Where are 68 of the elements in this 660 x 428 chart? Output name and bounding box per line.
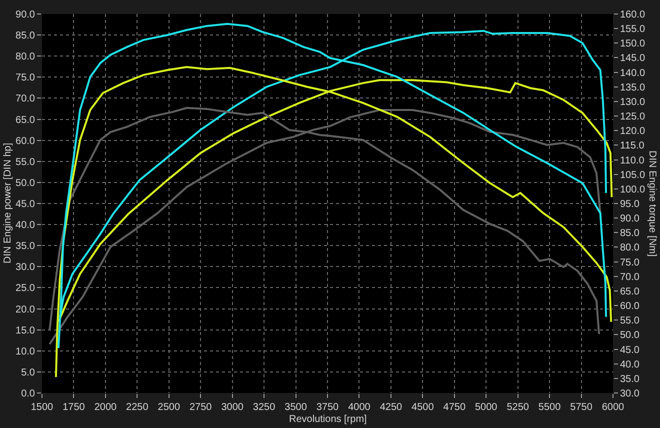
y2-tick-label: 50.0 (620, 330, 640, 342)
y2-tick-label: 75.0 (620, 257, 640, 268)
x-tick-label: 2000 (94, 402, 117, 413)
x-tick-label: 1500 (30, 402, 54, 413)
y2-tick-label: 155.0 (620, 24, 646, 36)
y-tick-label: 30.0 (16, 262, 36, 274)
y2-axis-title: DIN Engine torque [Nm] (646, 150, 658, 257)
x-tick-label: 3250 (252, 402, 276, 413)
x-tick-label: 4000 (348, 402, 371, 413)
y-tick-label: 90.0 (16, 10, 36, 20)
y2-tick-label: 100.0 (620, 184, 646, 196)
y2-tick-label: 90.0 (620, 214, 640, 225)
y2-tick-label: 35.0 (620, 374, 640, 385)
y-tick-label: 65.0 (16, 114, 36, 126)
y2-tick-label: 145.0 (620, 53, 646, 64)
y2-tick-label: 125.0 (620, 112, 646, 123)
x-tick-label: 2500 (158, 402, 180, 413)
x-tick-label: 3000 (221, 402, 244, 413)
x-tick-label: 2250 (126, 402, 149, 413)
y2-tick-label: 115.0 (620, 140, 645, 152)
y2-tick-label: 160.0 (620, 10, 646, 20)
y2-tick-label: 95.0 (620, 199, 640, 210)
y-tick-label: 55.0 (16, 156, 36, 168)
y2-tick-label: 70.0 (620, 272, 640, 283)
y-tick-label: 10.0 (16, 346, 36, 358)
x-tick-label: 4250 (380, 402, 402, 413)
y2-tick-label: 105.0 (620, 170, 646, 181)
x-tick-label: 6000 (602, 402, 625, 413)
y-tick-label: 80.0 (16, 52, 36, 63)
x-tick-label: 5750 (570, 402, 593, 413)
y2-tick-label: 120.0 (620, 126, 646, 138)
y-tick-label: 0.0 (21, 388, 36, 400)
y2-tick-label: 80.0 (620, 242, 640, 254)
y-tick-label: 60.0 (16, 136, 36, 147)
y2-tick-label: 30.0 (620, 388, 640, 400)
y2-tick-label: 40.0 (620, 359, 640, 370)
x-tick-label: 5000 (474, 402, 498, 413)
y2-tick-label: 85.0 (620, 228, 640, 240)
y-tick-label: 15.0 (16, 325, 36, 336)
x-tick-label: 2750 (189, 402, 212, 413)
y-tick-label: 45.0 (16, 199, 36, 210)
y2-tick-label: 45.0 (620, 344, 640, 356)
x-axis-title: Revolutions [rpm] (289, 414, 368, 425)
y-tick-label: 35.0 (16, 241, 36, 252)
y2-tick-label: 55.0 (620, 316, 640, 327)
y-tick-label: 40.0 (16, 220, 36, 232)
y-axis-title: DIN Engine power [DIN hp] (2, 142, 14, 264)
y2-tick-label: 130.0 (620, 96, 646, 108)
y2-tick-label: 110.0 (620, 155, 645, 166)
x-tick-label: 3750 (316, 402, 340, 413)
y2-tick-label: 135.0 (620, 82, 646, 94)
y-tick-label: 25.0 (16, 283, 36, 294)
x-tick-label: 1750 (62, 402, 86, 413)
y-tick-label: 5.0 (21, 367, 36, 378)
y-tick-label: 70.0 (16, 94, 36, 105)
x-tick-label: 3500 (284, 402, 308, 413)
y2-tick-label: 140.0 (620, 68, 646, 79)
y2-tick-label: 150.0 (620, 38, 646, 50)
x-tick-label: 4750 (443, 402, 466, 413)
x-tick-label: 5500 (538, 402, 562, 413)
x-tick-label: 5250 (506, 402, 530, 413)
x-tick-label: 4500 (412, 402, 434, 413)
y-tick-label: 85.0 (16, 30, 36, 42)
y2-tick-label: 60.0 (620, 301, 640, 312)
y-tick-label: 20.0 (16, 304, 36, 316)
y2-tick-label: 65.0 (620, 286, 640, 298)
y-tick-label: 75.0 (16, 72, 36, 84)
y-tick-label: 50.0 (16, 178, 36, 189)
